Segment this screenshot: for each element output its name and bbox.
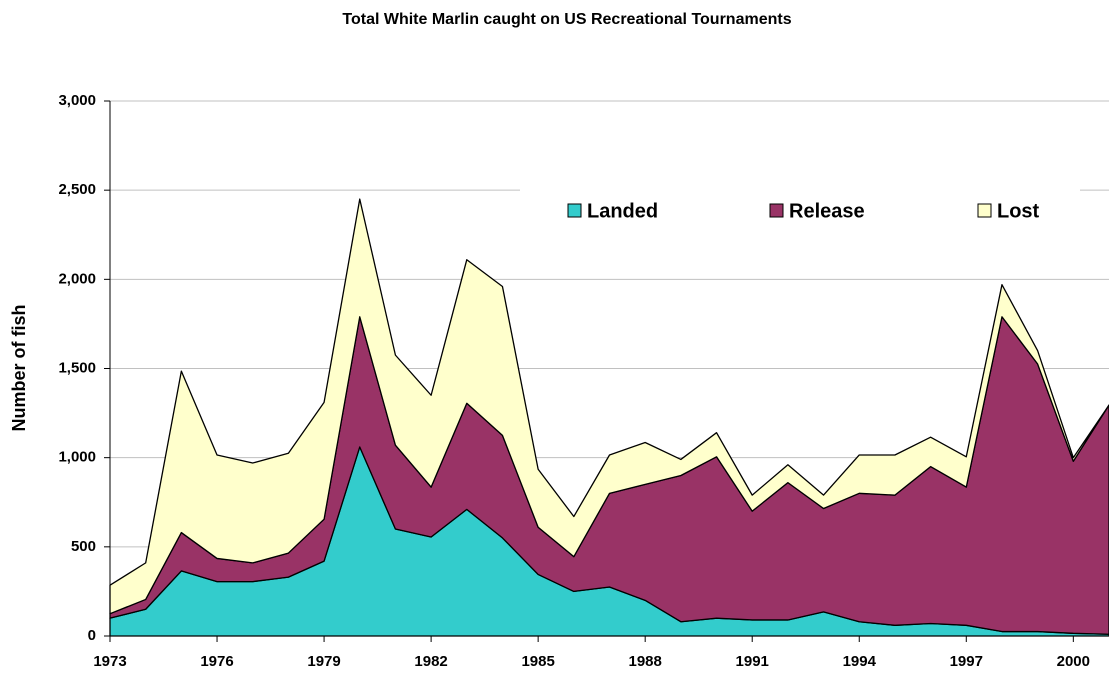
x-tick-label: 1991 — [736, 653, 769, 670]
x-tick-label: 2000 — [1057, 653, 1090, 670]
legend-swatch — [769, 203, 784, 218]
y-tick-label: 2,500 — [58, 181, 96, 198]
y-tick-label: 1,500 — [58, 359, 96, 376]
legend-label: Release — [789, 200, 865, 222]
area — [109, 198, 1109, 615]
y-tick-label: 3,000 — [58, 92, 96, 109]
x-tick-label: 1976 — [200, 653, 233, 670]
x-tick-label: 1985 — [521, 653, 554, 670]
y-tick-label: 0 — [88, 627, 96, 644]
x-tick-label: 1973 — [93, 653, 126, 670]
y-axis-label: Number of fish — [9, 304, 29, 431]
y-tick-label: 1,000 — [58, 449, 96, 466]
y-tick-label: 2,000 — [58, 270, 96, 287]
legend-label: Landed — [587, 200, 658, 222]
x-tick-label: 1982 — [414, 653, 447, 670]
legend-label: Lost — [997, 200, 1040, 222]
x-tick-label: 1997 — [950, 653, 983, 670]
x-tick-label: 1994 — [843, 653, 877, 670]
chart-title: Total White Marlin caught on US Recreati… — [342, 11, 791, 28]
x-tick-label: 1979 — [307, 653, 340, 670]
x-tick-label: 1988 — [628, 653, 661, 670]
legend-swatch — [977, 203, 992, 218]
legend: Landed Release Lost — [520, 186, 1080, 238]
legend-swatch — [567, 203, 582, 218]
y-tick-label: 500 — [71, 538, 96, 555]
